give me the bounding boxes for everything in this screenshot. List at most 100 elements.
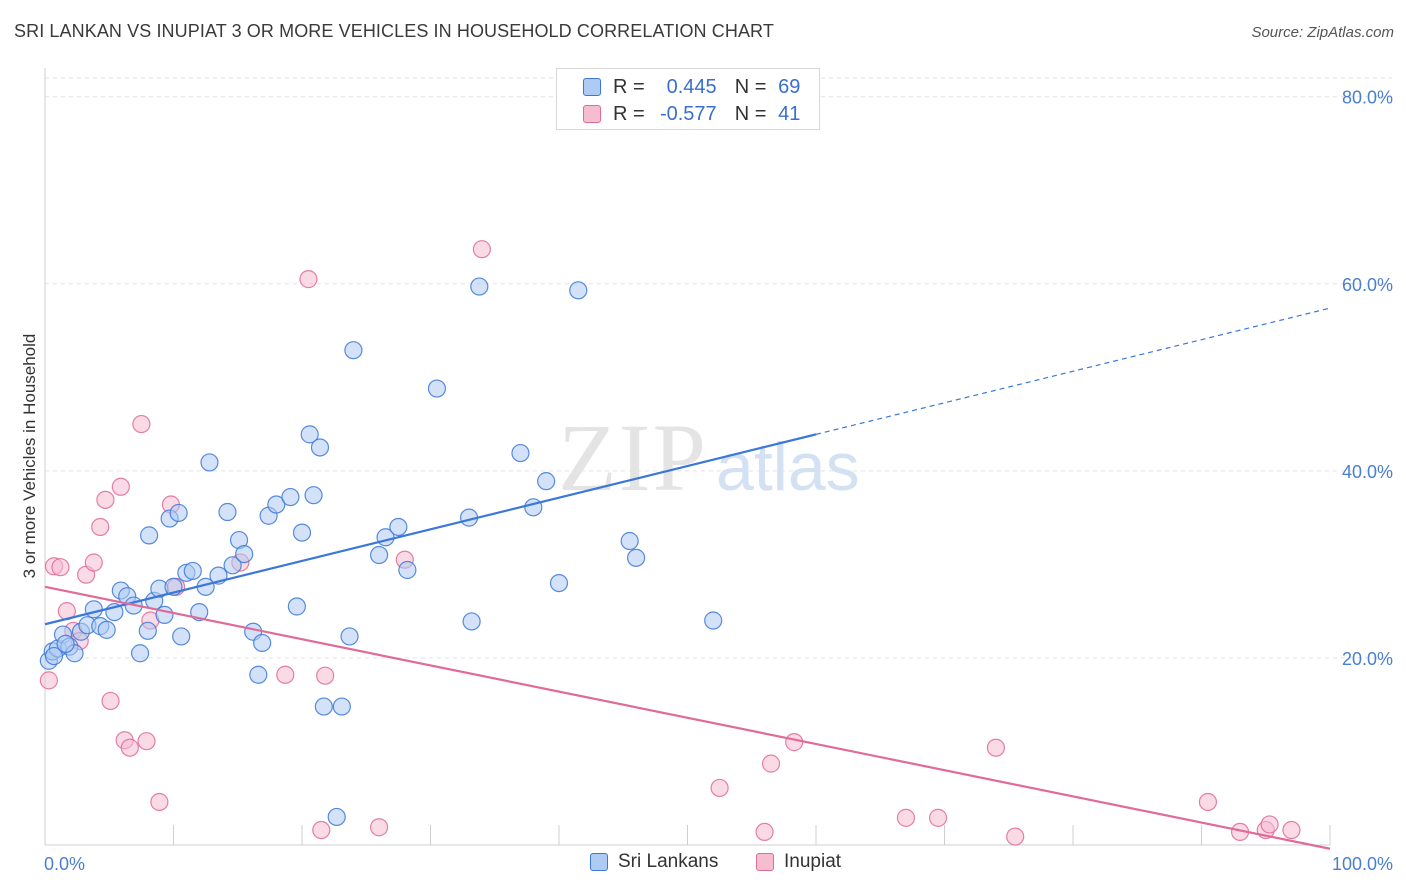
data-point: [276, 665, 295, 684]
watermark-zip: ZIP: [558, 404, 708, 511]
data-point: [896, 808, 916, 827]
data-point: [292, 523, 312, 542]
data-point: [249, 665, 268, 684]
data-point: [427, 379, 447, 398]
trend-line-sri-lankans-extension: [815, 307, 1331, 435]
data-point: [138, 621, 157, 640]
bottom-legend-inupiat: Inupiat: [756, 851, 841, 873]
data-point: [344, 341, 363, 360]
data-point: [472, 240, 491, 259]
data-point: [462, 612, 481, 631]
data-point: [304, 486, 323, 505]
data-point: [137, 732, 156, 751]
data-point: [120, 738, 139, 757]
bottom-legend-swatch-pink: [756, 853, 774, 871]
data-point: [524, 498, 543, 517]
data-point: [218, 502, 237, 522]
bottom-legend-label: Sri Lankans: [618, 851, 719, 872]
data-point: [710, 778, 729, 798]
legend-r-label: R =: [613, 102, 645, 125]
legend-n-label: N =: [734, 102, 767, 125]
data-point: [549, 573, 569, 593]
data-point: [56, 634, 75, 653]
data-point: [84, 553, 103, 572]
data-point: [91, 517, 110, 537]
data-point: [310, 438, 330, 457]
data-point: [626, 548, 646, 567]
chart-title: SRI LANKAN VS INUPIAT 3 OR MORE VEHICLES…: [14, 21, 774, 41]
data-point: [267, 495, 286, 514]
source-label: Source: ZipAtlas.com: [1251, 24, 1394, 41]
data-point: [620, 531, 639, 551]
data-point: [223, 556, 242, 575]
data-point: [44, 646, 64, 666]
trend-lines: [44, 307, 1331, 850]
data-point: [253, 633, 272, 653]
legend-row-sri-lankans: R = 0.445 N = 69: [583, 75, 800, 99]
data-point: [569, 281, 588, 300]
data-point: [327, 807, 346, 827]
data-point: [761, 754, 781, 773]
data-point: [1260, 815, 1279, 834]
data-point: [928, 808, 948, 827]
y-tick-label: 60.0%: [1342, 275, 1393, 295]
data-point: [704, 611, 723, 630]
data-point: [370, 545, 389, 565]
y-tick-label: 20.0%: [1342, 649, 1393, 669]
legend-n-value: 69: [778, 75, 801, 98]
data-point: [111, 477, 130, 496]
data-point: [150, 792, 169, 812]
data-point: [139, 526, 159, 545]
data-point: [332, 697, 351, 716]
bottom-legend-swatch-blue: [590, 853, 608, 871]
data-point: [785, 733, 804, 752]
axes: [44, 68, 1331, 846]
data-point: [1198, 792, 1218, 812]
data-point: [235, 545, 254, 564]
data-point: [39, 671, 58, 690]
data-point: [1006, 827, 1025, 846]
legend-n-label: N =: [734, 75, 767, 98]
data-point: [132, 414, 151, 434]
trend-line-sri-lankans: [44, 433, 817, 626]
legend-r-value: 0.445: [666, 75, 717, 98]
data-point: [300, 425, 319, 444]
data-point: [172, 627, 191, 646]
tick-labels: 20.0% 40.0% 60.0% 80.0% 0.0% 100.0%: [44, 88, 1393, 874]
inupiat-points: [39, 240, 1301, 846]
data-point: [389, 517, 408, 537]
x-tick-label: 100.0%: [1332, 854, 1393, 874]
bottom-legend-label: Inupiat: [784, 851, 842, 872]
data-point: [470, 277, 489, 296]
y-tick-label: 80.0%: [1342, 88, 1393, 108]
bottom-legend-sri-lankans: Sri Lankans: [590, 851, 718, 873]
data-point: [398, 560, 417, 580]
trend-line-inupiat: [44, 585, 1331, 850]
data-point: [281, 487, 300, 507]
data-point: [370, 818, 389, 837]
legend-swatch-pink: [583, 105, 601, 123]
legend-row-inupiat: R = -0.577 N = 41: [583, 102, 800, 126]
data-point: [96, 490, 115, 509]
data-point: [51, 558, 70, 577]
data-point: [183, 561, 202, 581]
data-point: [97, 620, 116, 639]
x-tick-label: 0.0%: [44, 854, 85, 874]
y-axis-label: 3 or more Vehicles in Household: [20, 334, 39, 579]
data-point: [316, 666, 335, 685]
data-point: [200, 453, 219, 472]
data-point: [511, 443, 530, 463]
data-point: [169, 503, 188, 523]
data-point: [314, 697, 333, 716]
data-point: [986, 738, 1006, 757]
legend-n-value: 41: [778, 102, 801, 125]
data-point: [537, 472, 556, 491]
y-tick-label: 40.0%: [1342, 462, 1393, 482]
legend: R = 0.445 N = 69 R = -0.577 N = 41: [556, 68, 820, 130]
data-point: [84, 600, 103, 619]
data-point: [340, 627, 359, 646]
grid-lines: [45, 77, 1392, 659]
data-point: [287, 597, 306, 616]
data-point: [130, 644, 150, 663]
